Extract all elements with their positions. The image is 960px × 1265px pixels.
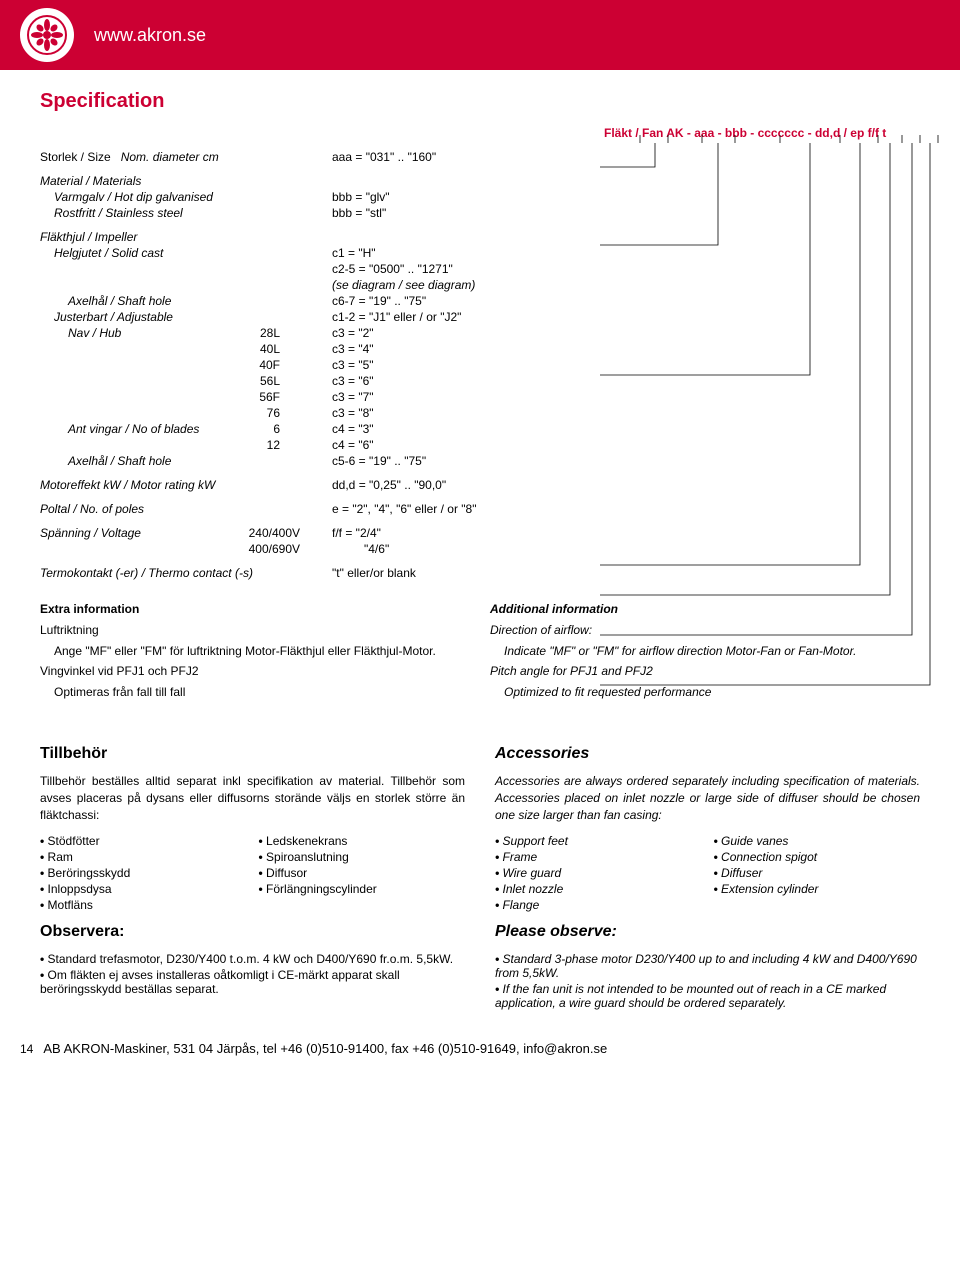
hub-v5: c3 = "8" — [332, 405, 592, 421]
list-item: Support feet — [495, 833, 702, 849]
shaft1-val: c6-7 = "19" .. "75" — [332, 293, 592, 309]
adjustable-val: c1-2 = "J1" eller / or "J2" — [332, 309, 592, 325]
shaft2-val: c5-6 = "19" .. "75" — [332, 453, 592, 469]
obs-item: If the fan unit is not intended to be mo… — [495, 981, 920, 1011]
size-val: aaa = "031" .. "160" — [332, 149, 592, 165]
list-item: Beröringsskydd — [40, 865, 247, 881]
observera-title: Observera: — [40, 923, 465, 941]
spec-title: Specification — [40, 90, 920, 113]
hub-m5: 76 — [267, 406, 320, 420]
size-label: Storlek / Size — [40, 150, 111, 164]
thermo: Termokontakt (-er) / Thermo contact (-s) — [40, 565, 320, 581]
akron-logo — [20, 8, 74, 62]
shaft1: Axelhål / Shaft hole — [40, 293, 320, 309]
adjustable: Justerbart / Adjustable — [40, 309, 320, 325]
materials-hdr: Material / Materials — [40, 173, 320, 189]
solid-c2b: (se diagram / see diagram) — [332, 277, 592, 293]
mat-stl-val: bbb = "stl" — [332, 205, 592, 221]
impeller-hdr: Fläkthjul / Impeller — [40, 229, 320, 245]
mat-stl: Rostfritt / Stainless steel — [40, 205, 320, 221]
volt-v1: "4/6" — [332, 541, 592, 557]
blades-m1: 12 — [267, 438, 320, 452]
acc-col2: Guide vanes Connection spigot Diffuser E… — [714, 833, 921, 913]
list-item: Ledskenekrans — [259, 833, 466, 849]
voltage: Spänning / Voltage — [40, 526, 141, 540]
hub-v4: c3 = "7" — [332, 389, 592, 405]
hub-m0: 28L — [260, 326, 320, 340]
footer-text: AB AKRON-Maskiner, 531 04 Järpås, tel +4… — [43, 1041, 607, 1056]
bracket-diagram — [600, 125, 960, 765]
obs-item: Standard 3-phase motor D230/Y400 up to a… — [495, 951, 920, 981]
extra-left-pitch-body: Optimeras från fall till fall — [40, 684, 470, 701]
tillbehor-col1: Stödfötter Ram Beröringsskydd Inloppsdys… — [40, 833, 247, 913]
hub-v0: c3 = "2" — [332, 325, 592, 341]
solid: Helgjutet / Solid cast — [40, 245, 320, 261]
list-item: Motfläns — [40, 897, 247, 913]
list-item: Stödfötter — [40, 833, 247, 849]
hub-m3: 56L — [260, 374, 320, 388]
list-item: Diffusor — [259, 865, 466, 881]
hub-v3: c3 = "6" — [332, 373, 592, 389]
list-item: Ram — [40, 849, 247, 865]
volt-v0: f/f = "2/4" — [332, 525, 592, 541]
motor-val: dd,d = "0,25" .. "90,0" — [332, 477, 592, 493]
shaft2: Axelhål / Shaft hole — [40, 453, 320, 469]
list-item: Förlängningscylinder — [259, 881, 466, 897]
header-url: www.akron.se — [94, 25, 206, 46]
accessories-body: Accessories are always ordered separatel… — [495, 773, 920, 823]
list-item: Connection spigot — [714, 849, 921, 865]
hub-m2: 40F — [259, 358, 320, 372]
blades: Ant vingar / No of blades — [68, 422, 199, 436]
blades-v1: c4 = "6" — [332, 437, 592, 453]
list-item: Extension cylinder — [714, 881, 921, 897]
page-number: 14 — [20, 1042, 33, 1056]
list-item: Guide vanes — [714, 833, 921, 849]
header: www.akron.se — [0, 0, 960, 70]
poles: Poltal / No. of poles — [40, 501, 320, 517]
tillbehor-col2: Ledskenekrans Spiroanslutning Diffusor F… — [259, 833, 466, 913]
spec-diagram: Fläkt / Fan AK - aaa - bbb - ccccccc - d… — [40, 125, 920, 581]
list-item: Wire guard — [495, 865, 702, 881]
motor: Motoreffekt kW / Motor rating kW — [40, 477, 320, 493]
extra-left-dir-body: Ange "MF" eller "FM" för luftriktning Mo… — [40, 643, 470, 660]
poles-val: e = "2", "4", "6" eller / or "8" — [332, 501, 592, 517]
hub-v1: c3 = "4" — [332, 341, 592, 357]
list-item: Inlet nozzle — [495, 881, 702, 897]
mat-galv-val: bbb = "glv" — [332, 189, 592, 205]
footer: 14 AB AKRON-Maskiner, 531 04 Järpås, tel… — [0, 1031, 960, 1066]
please-observe-title: Please observe: — [495, 923, 920, 941]
extra-left-pitch: Vingvinkel vid PFJ1 och PFJ2 — [40, 663, 470, 680]
thermo-val: "t" eller/or blank — [332, 565, 592, 581]
list-item: Inloppsdysa — [40, 881, 247, 897]
tillbehor-title: Tillbehör — [40, 745, 465, 763]
volt-m0: 240/400V — [249, 526, 320, 540]
mat-galv: Varmgalv / Hot dip galvanised — [40, 189, 320, 205]
extra-left-title: Extra information — [40, 601, 470, 618]
hub-v2: c3 = "5" — [332, 357, 592, 373]
obs-item: Standard trefasmotor, D230/Y400 t.o.m. 4… — [40, 951, 465, 967]
hub-m4: 56F — [259, 390, 320, 404]
list-item: Flange — [495, 897, 702, 913]
size-sub: Nom. diameter cm — [121, 150, 219, 164]
obs-item: Om fläkten ej avses installeras oåtkomli… — [40, 967, 465, 997]
lower-block: Tillbehör Tillbehör beställes alltid sep… — [40, 745, 920, 1011]
hub-m1: 40L — [260, 342, 320, 356]
blades-m0: 6 — [273, 422, 320, 436]
solid-c2: c2-5 = "0500" .. "1271" — [332, 261, 592, 277]
tillbehor-body: Tillbehör beställes alltid separat inkl … — [40, 773, 465, 823]
hub: Nav / Hub — [68, 326, 121, 340]
extra-left-dir: Luftriktning — [40, 622, 470, 639]
list-item: Frame — [495, 849, 702, 865]
acc-col1: Support feet Frame Wire guard Inlet nozz… — [495, 833, 702, 913]
blades-v0: c4 = "3" — [332, 421, 592, 437]
volt-m1: 400/690V — [249, 542, 320, 556]
list-item: Diffuser — [714, 865, 921, 881]
solid-c1: c1 = "H" — [332, 245, 592, 261]
list-item: Spiroanslutning — [259, 849, 466, 865]
